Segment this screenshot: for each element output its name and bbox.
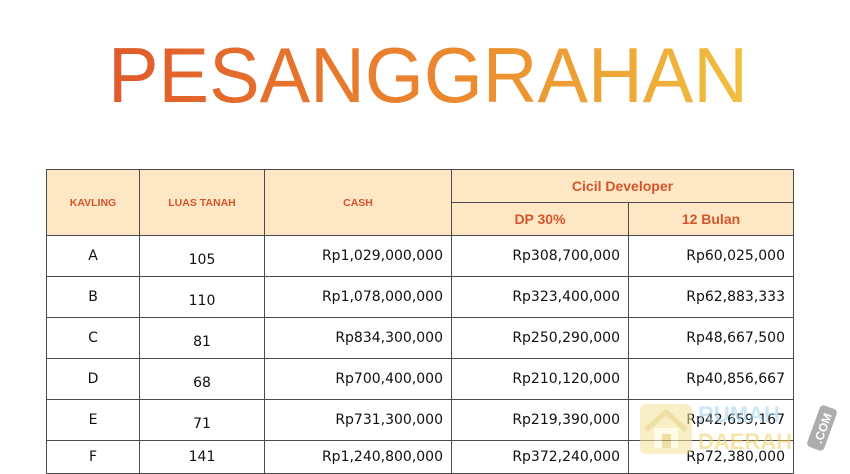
watermark-line2: DAERAH bbox=[698, 429, 792, 454]
table-row: E 71 Rp731,300,000 Rp219,390,000 Rp42,65… bbox=[46, 399, 794, 441]
project-title-wordmark: PESANGGRAHAN bbox=[108, 31, 748, 119]
table-row: C 81 Rp834,300,000 Rp250,290,000 Rp48,66… bbox=[46, 317, 794, 359]
watermark-svg: RUMAH DAERAH .COM bbox=[640, 402, 837, 454]
header-luas-tanah: LUAS TANAH bbox=[139, 169, 265, 236]
cell-dp: Rp308,700,000 bbox=[451, 235, 629, 277]
project-title: PESANGGRAHAN bbox=[108, 31, 748, 119]
header-cash: CASH bbox=[264, 169, 452, 236]
table-row: A 105 Rp1,029,000,000 Rp308,700,000 Rp60… bbox=[46, 235, 794, 277]
cell-12-bulan: Rp60,025,000 bbox=[628, 235, 794, 277]
house-icon bbox=[640, 404, 692, 454]
cell-12-bulan: Rp48,667,500 bbox=[628, 317, 794, 359]
cell-luas: 110 bbox=[139, 276, 265, 318]
header-kavling: KAVLING bbox=[46, 169, 140, 236]
cell-cash: Rp1,078,000,000 bbox=[264, 276, 452, 318]
cell-kavling: C bbox=[46, 317, 140, 359]
cell-luas: 105 bbox=[139, 235, 265, 277]
header-cicil-developer: Cicil Developer bbox=[451, 169, 794, 203]
header-dp: DP 30% bbox=[451, 202, 629, 236]
cell-kavling: A bbox=[46, 235, 140, 277]
cell-dp: Rp210,120,000 bbox=[451, 358, 629, 400]
cell-cash: Rp834,300,000 bbox=[264, 317, 452, 359]
cell-12-bulan: Rp62,883,333 bbox=[628, 276, 794, 318]
cell-kavling: E bbox=[46, 399, 140, 441]
cell-cash: Rp1,029,000,000 bbox=[264, 235, 452, 277]
cell-dp: Rp372,240,000 bbox=[451, 440, 629, 474]
cell-luas: 141 bbox=[139, 440, 265, 474]
header-12-bulan: 12 Bulan bbox=[628, 202, 794, 236]
cell-kavling: D bbox=[46, 358, 140, 400]
price-table: KAVLING LUAS TANAH CASH Cicil Developer … bbox=[46, 169, 794, 474]
cell-luas: 81 bbox=[139, 317, 265, 359]
cell-cash: Rp700,400,000 bbox=[264, 358, 452, 400]
cell-12-bulan: Rp40,856,667 bbox=[628, 358, 794, 400]
project-logo: PESANGGRAHAN bbox=[98, 30, 758, 120]
table-row: D 68 Rp700,400,000 Rp210,120,000 Rp40,85… bbox=[46, 358, 794, 400]
cell-cash: Rp1,240,800,000 bbox=[264, 440, 452, 474]
cell-luas: 71 bbox=[139, 399, 265, 441]
watermark-logo: RUMAH DAERAH .COM bbox=[638, 398, 838, 458]
cell-kavling: B bbox=[46, 276, 140, 318]
cell-dp: Rp219,390,000 bbox=[451, 399, 629, 441]
cell-dp: Rp323,400,000 bbox=[451, 276, 629, 318]
cell-kavling: F bbox=[46, 440, 140, 474]
cell-dp: Rp250,290,000 bbox=[451, 317, 629, 359]
cell-luas: 68 bbox=[139, 358, 265, 400]
cell-cash: Rp731,300,000 bbox=[264, 399, 452, 441]
table-row: B 110 Rp1,078,000,000 Rp323,400,000 Rp62… bbox=[46, 276, 794, 318]
watermark-line1: RUMAH bbox=[698, 402, 780, 427]
